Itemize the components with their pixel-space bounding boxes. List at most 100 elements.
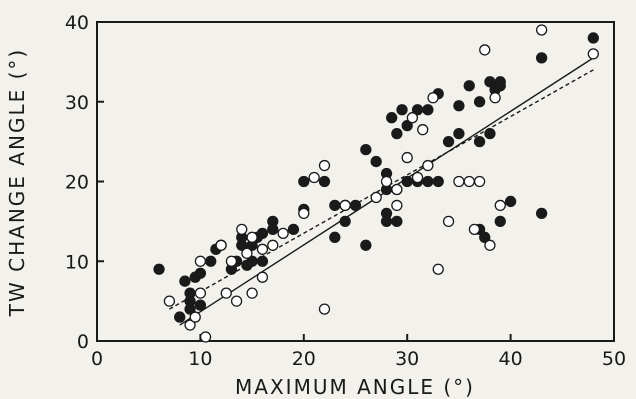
filled-data-point (256, 227, 269, 239)
filled-data-point (453, 127, 465, 140)
filled-data-point (194, 267, 207, 279)
open-data-point (411, 171, 424, 184)
open-data-point (189, 311, 201, 323)
filled-data-point (473, 135, 486, 148)
filled-data-point (287, 223, 300, 236)
y-tick-label: 30 (65, 92, 89, 114)
filled-data-point (479, 231, 491, 243)
open-data-point (246, 287, 258, 299)
open-data-point (225, 255, 238, 267)
filled-data-point (298, 175, 310, 188)
open-data-point (230, 295, 243, 307)
open-data-point (468, 223, 481, 236)
open-data-point (277, 227, 289, 239)
y-tick-label: 10 (65, 251, 89, 273)
filled-data-point (587, 32, 599, 44)
filled-data-point (391, 215, 403, 228)
open-data-point (494, 199, 506, 212)
filled-data-point (267, 215, 279, 228)
open-data-point (256, 243, 269, 255)
open-data-point (473, 175, 486, 188)
filled-data-point (391, 127, 403, 140)
x-tick-label: 20 (292, 348, 316, 370)
open-data-point (199, 331, 212, 343)
filled-data-point (386, 112, 398, 124)
open-data-point (587, 48, 599, 60)
open-data-point (220, 287, 232, 299)
x-tick-label: 50 (602, 348, 626, 370)
filled-data-point (463, 80, 475, 92)
x-tick-label: 10 (188, 348, 212, 370)
open-data-point (318, 159, 331, 172)
filled-data-point (401, 175, 413, 188)
open-data-point (391, 183, 403, 196)
open-data-point (380, 175, 393, 188)
filled-data-point (318, 175, 331, 188)
open-data-point (422, 159, 434, 172)
open-data-point (246, 231, 258, 243)
open-data-point (484, 239, 496, 251)
open-data-point (298, 207, 310, 220)
open-data-point (256, 271, 269, 283)
open-data-point (417, 124, 429, 136)
open-data-point (489, 92, 501, 104)
filled-data-point (380, 207, 393, 220)
filled-data-point (432, 175, 444, 188)
x-tick-label: 0 (91, 348, 103, 370)
y-axis-title: TW CHANGE ANGLE (°) (5, 48, 29, 317)
y-tick-label: 40 (65, 12, 89, 34)
plot-frame (96, 21, 615, 342)
filled-data-point (401, 120, 413, 132)
filled-data-point (360, 239, 372, 251)
open-data-point (194, 287, 207, 299)
filled-data-point (535, 52, 548, 64)
filled-data-point (484, 127, 496, 140)
filled-data-point (370, 155, 382, 168)
y-tick-label: 20 (65, 172, 89, 194)
filled-data-point (422, 104, 434, 116)
filled-data-point (504, 195, 517, 208)
x-axis-title: MAXIMUM ANGLE (°) (235, 375, 475, 399)
filled-data-point (473, 96, 486, 108)
open-data-point (163, 295, 176, 307)
open-data-point (427, 92, 439, 104)
filled-data-point (396, 104, 408, 116)
filled-data-point (194, 299, 207, 311)
open-data-point (463, 175, 475, 188)
open-data-point (308, 171, 320, 184)
filled-data-point (184, 303, 196, 315)
open-data-point (184, 319, 196, 331)
filled-data-point (494, 215, 506, 228)
filled-data-point (349, 199, 362, 212)
filled-data-point (205, 255, 217, 267)
x-tick-label: 30 (395, 348, 419, 370)
open-data-point (432, 263, 444, 275)
open-data-point (401, 151, 413, 164)
filled-data-point (153, 263, 165, 275)
filled-data-point (329, 199, 341, 212)
open-data-point (267, 239, 279, 251)
filled-data-point (453, 100, 465, 112)
filled-data-point (535, 207, 548, 220)
open-data-point (215, 239, 227, 251)
filled-data-point (329, 231, 341, 243)
open-data-point (453, 175, 465, 188)
filled-data-point (442, 135, 455, 148)
filled-data-point (360, 143, 372, 156)
filled-data-point (256, 255, 269, 267)
filled-data-point (179, 275, 191, 287)
open-data-point (442, 215, 455, 228)
open-data-point (241, 247, 253, 259)
open-data-point (236, 223, 248, 236)
open-data-point (479, 44, 491, 56)
filled-data-point (339, 215, 351, 228)
open-data-point (370, 191, 382, 204)
x-tick-label: 40 (499, 348, 523, 370)
filled-data-point (422, 175, 434, 188)
open-data-point (194, 255, 207, 267)
open-data-point (339, 199, 351, 212)
filled-data-point (494, 80, 506, 92)
open-data-point (391, 199, 403, 212)
open-data-point (318, 303, 331, 315)
